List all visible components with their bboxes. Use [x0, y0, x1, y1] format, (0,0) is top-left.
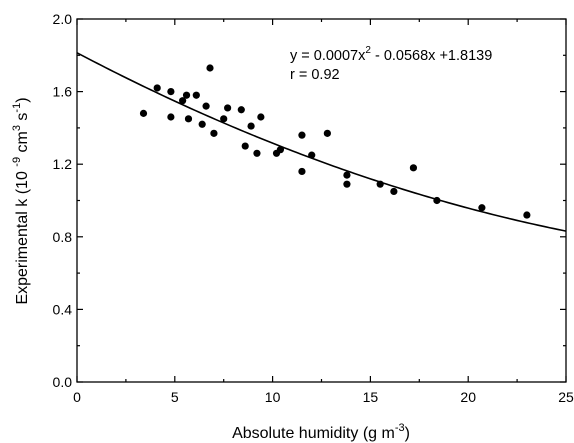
data-point: [237, 106, 245, 114]
fit-equation-part-b: - 0.0568x +1.8139: [371, 48, 492, 64]
y-axis-label-text: s: [14, 113, 31, 125]
data-point: [202, 102, 210, 110]
fit-equation-part-a: y = 0.0007x: [290, 48, 366, 64]
x-tick-labels: 0 5 10 15 20 25: [73, 389, 574, 405]
data-point: [139, 109, 148, 117]
x-tick-label: 25: [558, 389, 574, 405]
fit-equation-sup: 2: [365, 45, 371, 56]
correlation-coefficient: r = 0.92: [290, 67, 340, 83]
data-point: [276, 146, 285, 154]
y-tick-label: 0.8: [53, 229, 73, 245]
data-point: [167, 88, 175, 96]
x-tick-label: 0: [73, 389, 81, 405]
y-axis-label-sup: -9: [11, 157, 23, 167]
x-axis-label-tail: ): [405, 425, 410, 442]
y-axis-label-text: Experimental k (10: [14, 167, 31, 305]
x-tick-label: 15: [363, 389, 379, 405]
data-point: [298, 167, 306, 176]
fit-equation: y = 0.0007x2 - 0.0568x +1.8139: [290, 45, 492, 64]
data-point: [198, 120, 206, 128]
y-tick-labels: 0.0 0.4 0.8 1.2 1.6 2.0: [53, 11, 73, 390]
data-points: [139, 64, 531, 219]
y-axis-label-sup: 3: [11, 125, 23, 131]
fit-curve: [76, 52, 567, 232]
data-point: [409, 164, 418, 172]
y-axis-label-sup: -1: [11, 103, 23, 113]
data-point: [253, 149, 261, 157]
data-point: [247, 122, 255, 130]
data-point: [298, 131, 306, 139]
x-axis-label-sup: -3: [395, 422, 405, 434]
data-point: [478, 204, 486, 212]
y-tick-label: 0.4: [53, 301, 73, 317]
data-point: [343, 180, 351, 188]
x-tick-label: 10: [265, 389, 281, 405]
data-point: [206, 64, 214, 72]
y-axis-label-text: ): [14, 97, 31, 102]
data-point: [343, 171, 351, 179]
data-point: [257, 113, 265, 121]
data-point: [323, 129, 331, 137]
data-point: [224, 104, 232, 112]
data-point: [184, 115, 193, 123]
x-axis-label: Absolute humidity (g m-3): [232, 422, 410, 442]
data-point: [390, 187, 398, 196]
data-point: [523, 211, 531, 219]
plot-frame: [76, 18, 567, 383]
x-tick-label: 5: [171, 389, 179, 405]
x-axis-label-text: Absolute humidity (g m: [232, 425, 395, 442]
data-point: [153, 84, 161, 92]
y-axis-label: Experimental k (10 -9 cm3 s-1): [11, 97, 31, 304]
y-tick-label: 0.0: [53, 374, 73, 390]
y-axis-label-text: cm: [14, 131, 31, 157]
data-point: [210, 129, 218, 137]
x-tick-label: 20: [460, 389, 476, 405]
data-point: [192, 91, 200, 99]
data-point: [220, 115, 228, 123]
data-point: [179, 97, 187, 105]
y-tick-label: 1.2: [53, 156, 73, 172]
data-point: [241, 142, 249, 150]
y-tick-label: 1.6: [53, 84, 73, 100]
y-tick-label: 2.0: [53, 11, 73, 27]
data-point: [182, 91, 191, 99]
data-point: [167, 113, 175, 121]
